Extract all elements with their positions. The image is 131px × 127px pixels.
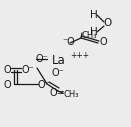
Text: H: H <box>90 27 98 37</box>
Text: CH₃: CH₃ <box>63 90 78 99</box>
Text: O: O <box>103 18 111 28</box>
Text: H: H <box>90 10 98 20</box>
Text: O⁻: O⁻ <box>22 65 35 75</box>
Text: O: O <box>100 37 108 47</box>
Text: O=: O= <box>50 88 66 98</box>
Text: +++: +++ <box>70 51 89 60</box>
Text: O⁻: O⁻ <box>52 68 65 78</box>
Text: CH₃: CH₃ <box>82 31 97 40</box>
Text: O⁻: O⁻ <box>38 80 51 90</box>
Text: ⁻O: ⁻O <box>62 37 75 47</box>
Text: O⁻: O⁻ <box>36 54 49 64</box>
Text: La: La <box>52 54 66 67</box>
Text: O: O <box>4 80 12 90</box>
Text: O: O <box>4 65 12 75</box>
